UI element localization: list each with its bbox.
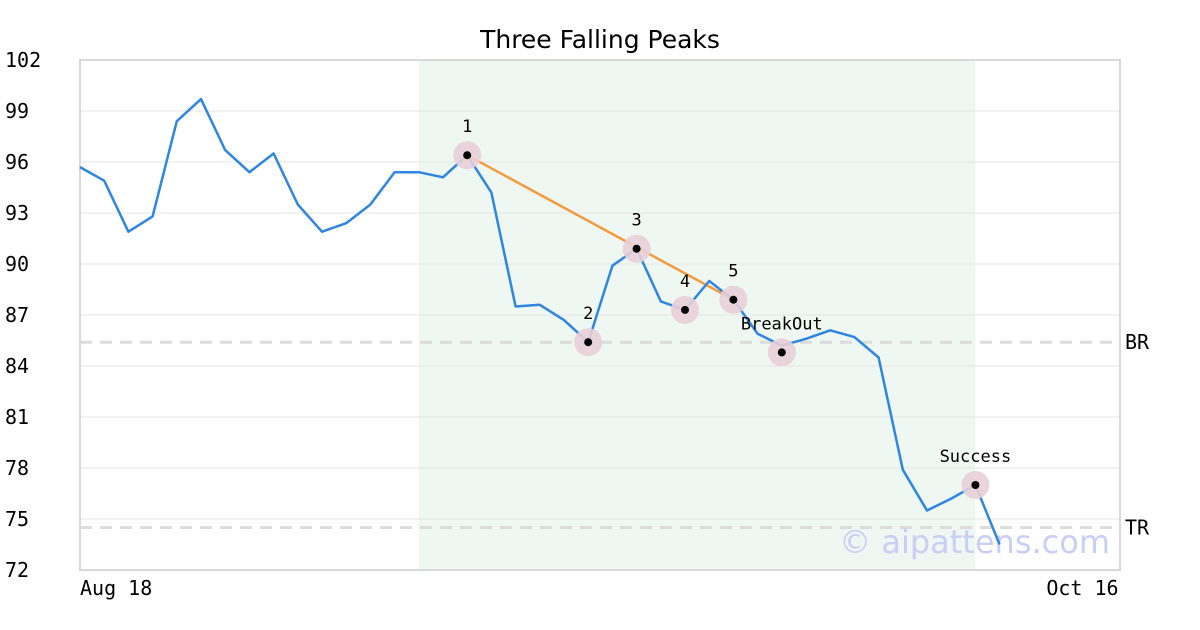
- series-layer: [79, 97, 1001, 545]
- level-label-br: BR: [1125, 330, 1150, 354]
- trend-line: [466, 154, 734, 301]
- y-tick-label: 93: [5, 201, 29, 225]
- marker-point-success: [971, 481, 980, 489]
- x-axis: Aug 18 Oct 16: [80, 576, 1119, 600]
- y-tick-label: 99: [5, 99, 29, 123]
- y-tick-label: 78: [5, 456, 29, 480]
- x-tick-label: Aug 18: [80, 576, 152, 600]
- annotation-label-3: 3: [631, 211, 641, 231]
- annotation-label-4: 4: [680, 272, 690, 292]
- plot-frame: [79, 59, 1121, 571]
- marker-point-5: [729, 295, 738, 304]
- x-tick-label: Oct 16: [1046, 576, 1118, 600]
- level-label-tr: TR: [1125, 516, 1150, 540]
- y-tick-label: 87: [5, 303, 29, 327]
- y-tick-label: 84: [5, 354, 29, 378]
- y-axis: 102 99 96 93 90 87 84 81 78 75 72: [5, 48, 41, 582]
- y-tick-label: 90: [5, 252, 29, 276]
- marker-point-2: [584, 338, 593, 347]
- annotation-label-2: 2: [583, 304, 593, 324]
- price-line: [79, 97, 1001, 545]
- annotation-label-5: 5: [728, 262, 738, 282]
- y-tick-label: 75: [5, 507, 29, 531]
- marker-point-4: [681, 305, 689, 314]
- y-tick-label: 102: [5, 48, 41, 72]
- marker-point-3: [632, 244, 641, 253]
- grid-layer: [80, 110, 1120, 520]
- y-tick-label: 72: [5, 558, 29, 582]
- annotation-label-breakout: BreakOut: [741, 314, 823, 334]
- chart-title: Three Falling Peaks: [479, 25, 720, 54]
- annotation-label-success: Success: [940, 447, 1012, 467]
- y-tick-label: 96: [5, 150, 29, 174]
- annotation-label-1: 1: [462, 117, 472, 137]
- trend-layer: [466, 154, 734, 301]
- marker-point-breakout: [777, 348, 786, 357]
- watermark: © aipattens.com: [839, 523, 1110, 561]
- marker-point-1: [463, 151, 472, 160]
- markers-layer: 1 2 3 4 5 BreakOut Success: [453, 117, 1011, 499]
- y-tick-label: 81: [5, 405, 29, 429]
